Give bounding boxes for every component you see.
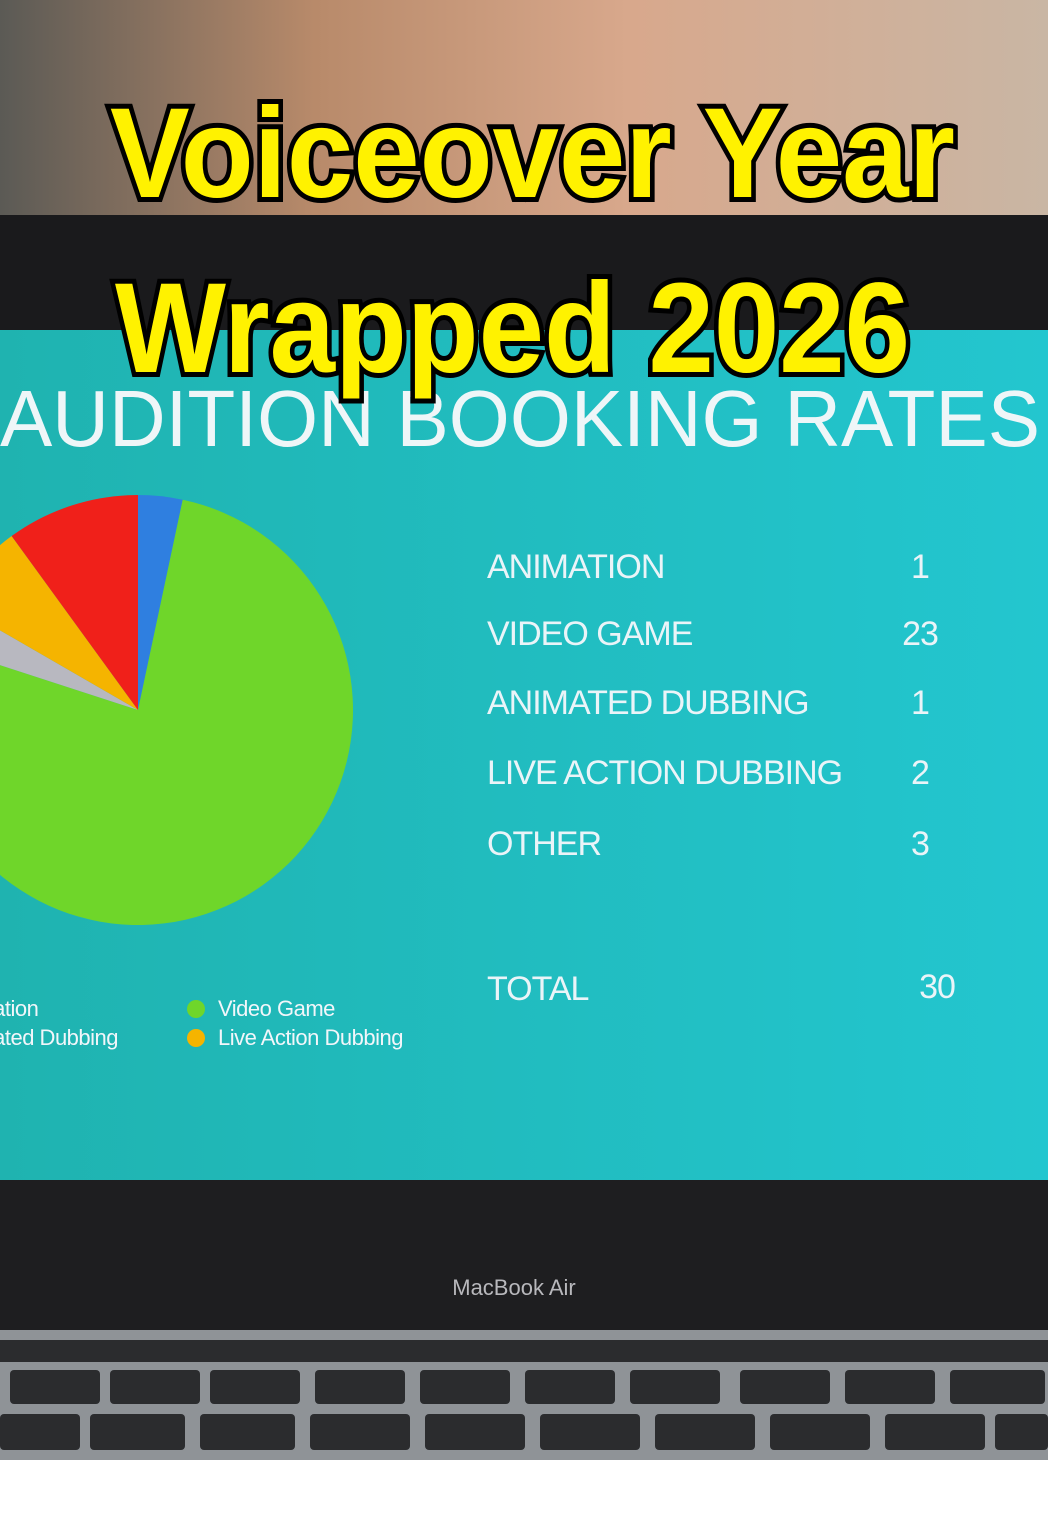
row-label: ANIMATION bbox=[487, 548, 664, 586]
row-value: 1 bbox=[911, 684, 929, 722]
total-label: TOTAL bbox=[487, 970, 589, 1008]
row-label: OTHER bbox=[487, 825, 601, 863]
legend-label: Live Action Dubbing bbox=[218, 1025, 403, 1050]
pie-chart bbox=[0, 495, 353, 925]
legend-swatch bbox=[187, 1029, 205, 1047]
total-value: 30 bbox=[919, 968, 955, 1006]
pie-slice bbox=[0, 499, 353, 925]
bottom-strip bbox=[0, 1460, 1048, 1518]
row-value: 23 bbox=[902, 615, 938, 653]
laptop-label: MacBook Air bbox=[452, 1275, 576, 1300]
legend-label: Animated Dubbing bbox=[0, 1025, 118, 1050]
pie-slice bbox=[138, 495, 183, 710]
legend-swatch bbox=[187, 1000, 205, 1018]
row-value: 2 bbox=[911, 754, 929, 792]
row-label: VIDEO GAME bbox=[487, 615, 693, 653]
pie-slice bbox=[0, 536, 138, 710]
bezel-bottom bbox=[0, 1180, 1048, 1330]
row-label: ANIMATED DUBBING bbox=[487, 684, 809, 722]
legend-label: Video Game bbox=[218, 996, 335, 1021]
pie-slice bbox=[11, 495, 138, 710]
slide-title: AUDITION BOOKING RATES bbox=[0, 374, 1040, 463]
legend: Animation Video Game Animated Dubbing Live … bbox=[0, 996, 403, 1050]
pie-slice bbox=[0, 630, 138, 710]
row-value: 1 bbox=[911, 548, 929, 586]
caption-line: Wrapped 2026 bbox=[115, 257, 910, 400]
legend-label: Animation bbox=[0, 996, 38, 1021]
caption-line: Voiceover Year bbox=[110, 82, 955, 225]
row-label: LIVE ACTION DUBBING bbox=[487, 754, 842, 792]
row-value: 3 bbox=[911, 825, 929, 863]
background-photo bbox=[0, 0, 1048, 230]
keys bbox=[0, 1340, 1048, 1450]
